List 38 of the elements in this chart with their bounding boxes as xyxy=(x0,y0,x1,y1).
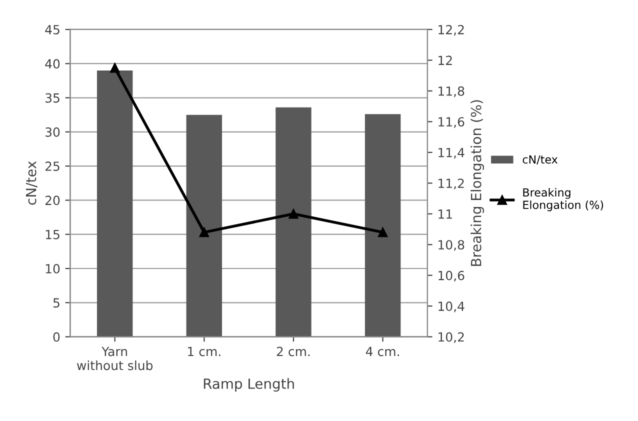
y-tick-label: 45 xyxy=(45,25,60,34)
x-tick-label: 1 cm. xyxy=(188,346,220,356)
y2-tick-label: 11,8 xyxy=(438,86,464,98)
y-tick-label: 0 xyxy=(53,332,60,342)
y2-tick-label: 11,6 xyxy=(438,117,464,128)
y-tick-label: 40 xyxy=(45,59,60,69)
y2-tick-label: 10,6 xyxy=(438,270,464,282)
point xyxy=(110,63,120,73)
y-tick-label: 10 xyxy=(46,264,60,274)
y-tick-label: 5 xyxy=(53,298,60,308)
y2-tick-label: 10,2 xyxy=(438,332,464,343)
bar xyxy=(364,114,401,337)
x-tick-label: 4 cm. xyxy=(366,346,399,356)
x-axis-title: Ramp Length xyxy=(204,378,294,392)
y-tick-label: 20 xyxy=(45,196,60,206)
x-tick-label: Yarn without slub xyxy=(76,346,153,370)
legend-label: cN/tex xyxy=(522,155,558,165)
y-tick-label: 25 xyxy=(45,162,60,171)
y-tick-label: 15 xyxy=(46,230,60,240)
y-tick-label: 30 xyxy=(46,127,60,137)
y2-axis-title: Breaking Elongation (%) xyxy=(470,100,484,266)
y2-tick-label: 10,8 xyxy=(438,240,464,251)
point xyxy=(378,227,388,238)
y2-tick-label: 12,2 xyxy=(438,24,464,36)
y2-tick-label: 11,4 xyxy=(438,148,464,159)
point xyxy=(288,209,298,219)
legend-label: Breaking Elongation (%) xyxy=(523,188,604,212)
point xyxy=(199,227,210,238)
bar xyxy=(276,107,312,337)
bar xyxy=(186,114,222,337)
y2-tick-label: 11 xyxy=(438,210,452,219)
x-tick-label: 2 cm. xyxy=(276,346,310,356)
y-tick-label: 35 xyxy=(46,93,60,103)
y2-tick-label: 11,2 xyxy=(438,178,464,190)
y-axis-title: cN/tex xyxy=(26,161,38,205)
y2-tick-label: 12 xyxy=(438,56,452,65)
y2-tick-label: 10,4 xyxy=(438,302,464,312)
bar xyxy=(96,70,133,337)
